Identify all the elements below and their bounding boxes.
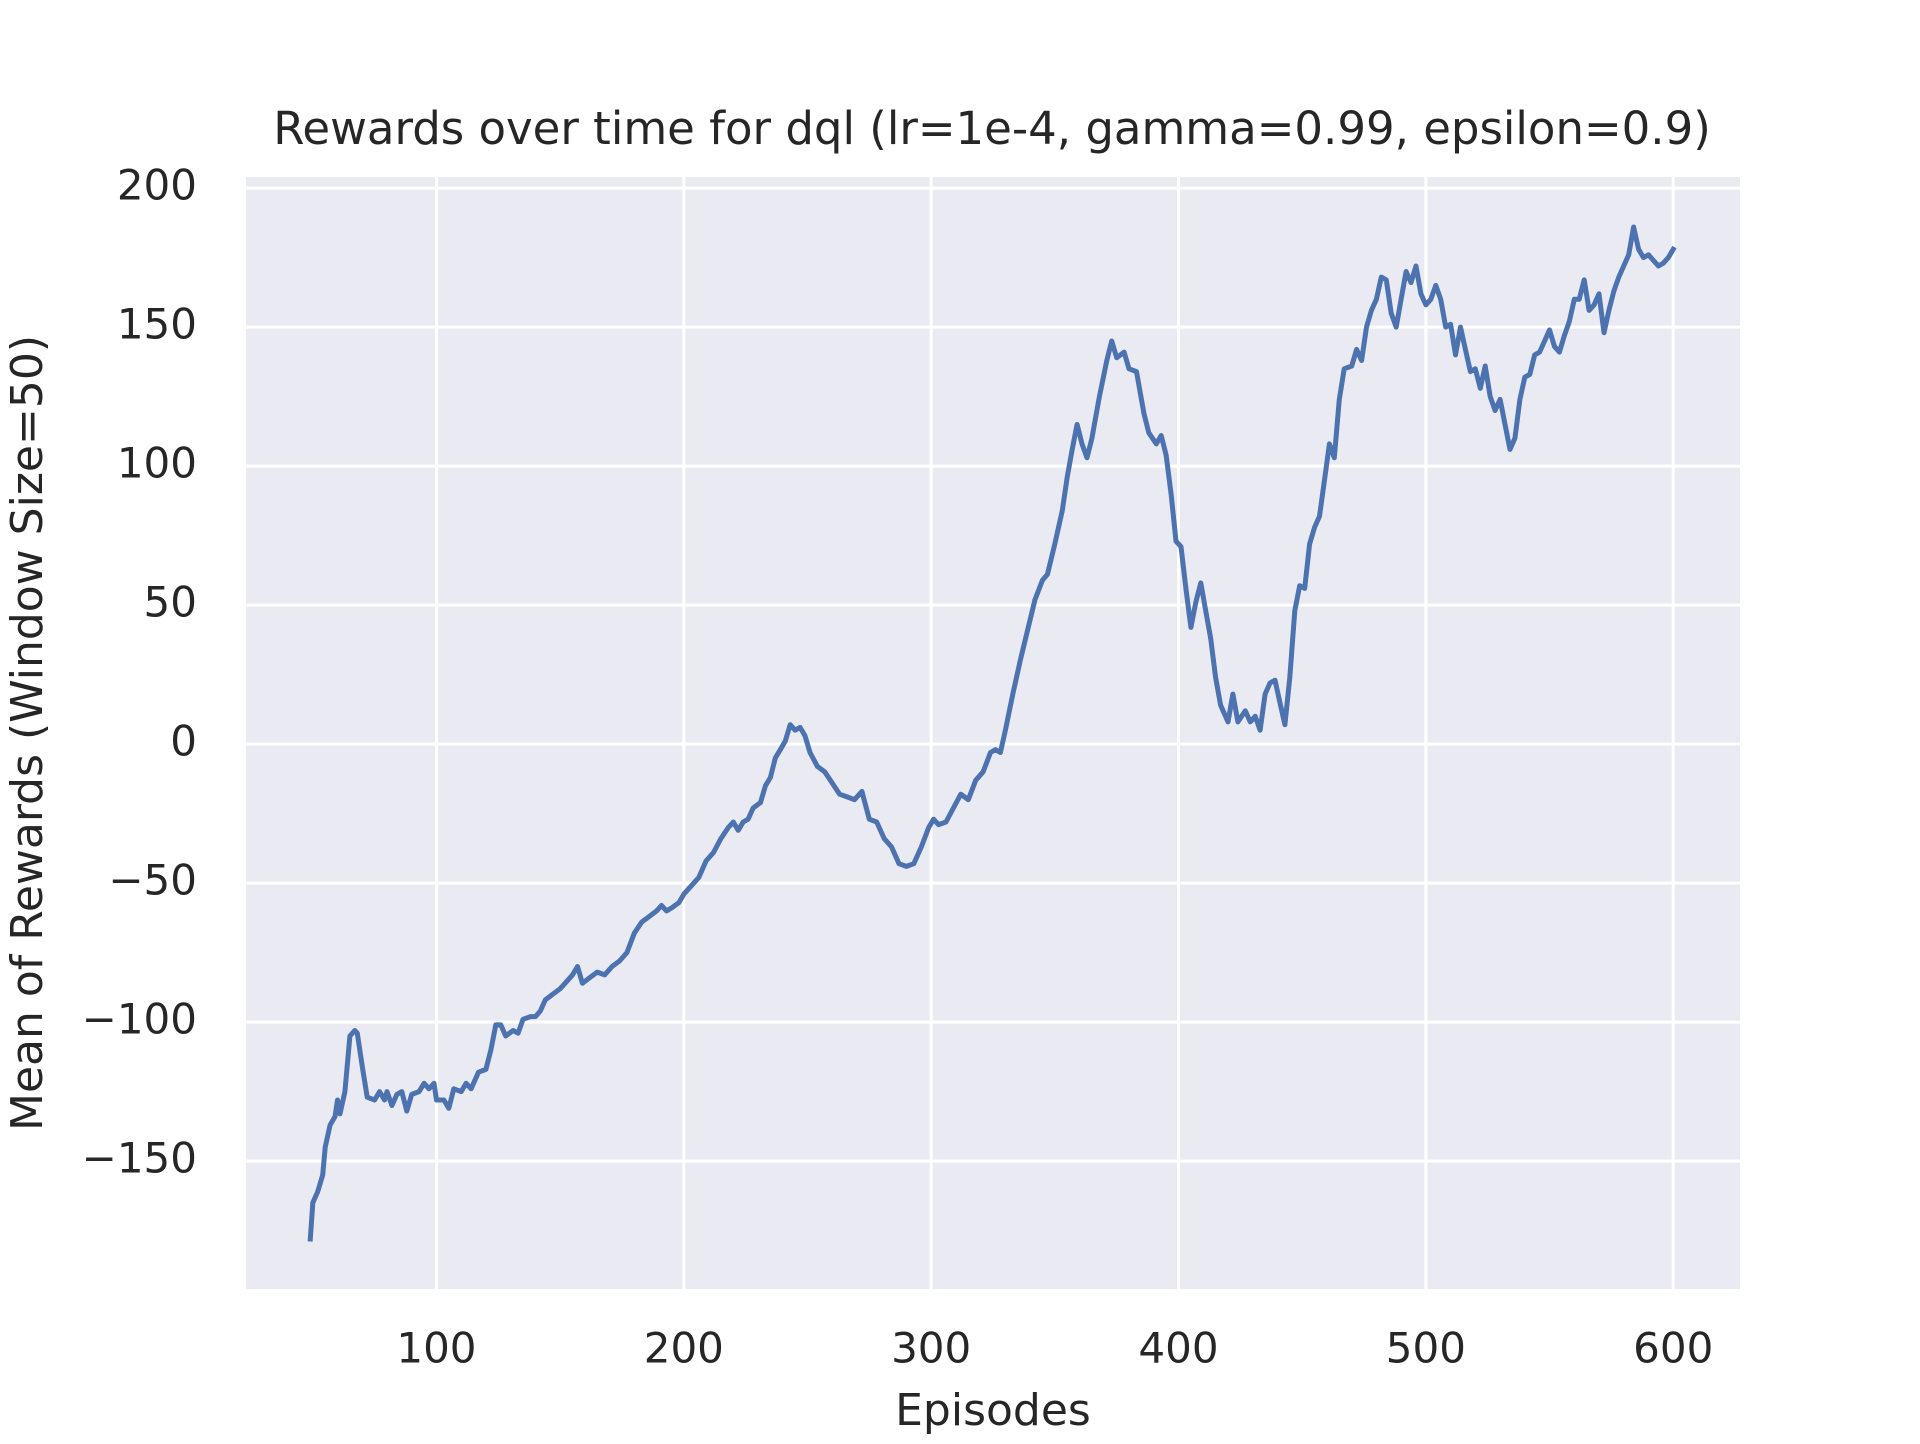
x-tick-label: 200 [644,1324,724,1373]
y-tick-label: 100 [117,439,197,488]
x-tick-label: 300 [891,1324,971,1373]
x-axis-label: Episodes [895,1385,1091,1436]
y-tick-label: 150 [117,300,197,349]
chart-title: Rewards over time for dql (lr=1e-4, gamm… [273,102,1711,155]
plot-area [246,177,1740,1289]
x-tick-label: 600 [1633,1324,1713,1373]
x-tick-label: 400 [1138,1324,1218,1373]
x-tick-label: 500 [1386,1324,1466,1373]
y-tick-label: −150 [82,1134,197,1183]
data-line [307,224,1677,1242]
y-tick-label: 200 [117,161,197,210]
y-tick-label: 50 [144,578,197,627]
y-tick-label: −50 [108,856,197,905]
y-axis-label: Mean of Rewards (Window Size=50) [2,335,53,1131]
y-tick-label: 0 [170,717,197,766]
x-tick-label: 100 [396,1324,476,1373]
grid [246,177,1740,1289]
y-tick-label: −100 [82,995,197,1044]
